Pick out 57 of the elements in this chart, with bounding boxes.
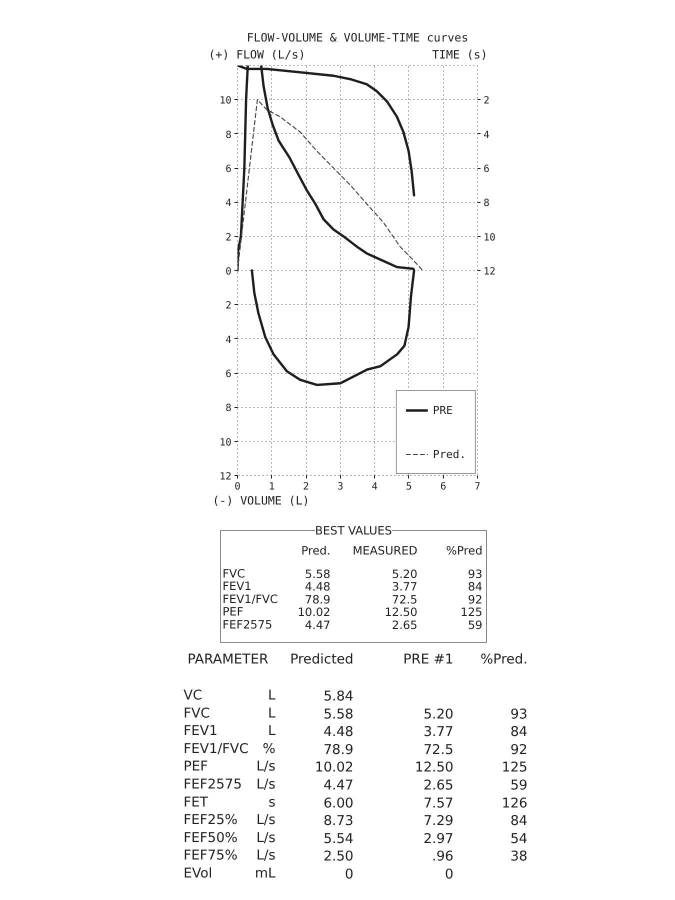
text: 2.65 <box>392 618 418 632</box>
x-tick-label: 2 <box>303 482 310 492</box>
category-label: FEV1 <box>222 579 252 594</box>
text: 84 <box>468 580 483 594</box>
y2-tick-label: 8 <box>484 198 490 210</box>
y2-axis-title: TIME (s) <box>432 48 488 62</box>
category-label: MEASURED <box>352 544 418 558</box>
x-tick-label: 4 <box>372 482 378 492</box>
text: 5.20 <box>392 567 418 581</box>
text: 72.5 <box>392 592 418 606</box>
y-tick-label: 12 <box>219 472 232 482</box>
y-tick-label: 4 <box>225 198 232 210</box>
text: 4.48 <box>304 580 331 594</box>
category-label: FVC <box>222 566 246 580</box>
category-label: Pred. <box>301 544 331 558</box>
y-tick-label: 8 <box>225 130 232 141</box>
x-tick-label: 3 <box>337 482 344 492</box>
y-tick-label: 0 <box>225 266 232 278</box>
category-label: %Pred <box>446 544 483 558</box>
y-tick-label: 2 <box>225 300 232 312</box>
line-series <box>238 99 424 272</box>
chart-title: FLOW-VOLUME & VOLUME-TIME curves <box>246 30 468 44</box>
legend-label: PRE <box>432 404 453 416</box>
text: 78.9 <box>304 592 331 606</box>
category-label: FEF2575 <box>222 617 272 632</box>
x-tick-label: 7 <box>474 482 481 492</box>
text: 3.77 <box>392 580 418 594</box>
text: 125 <box>460 605 483 620</box>
x-tick-label: 1 <box>268 482 275 492</box>
text: 59 <box>468 618 483 632</box>
x-tick-label: 0 <box>234 482 241 492</box>
y2-tick-label: 6 <box>484 164 490 175</box>
category-label: FEV1/FVC <box>222 592 278 606</box>
x-tick-label: 6 <box>440 482 446 492</box>
category-label: PEF <box>222 604 244 619</box>
y-axis-title: (+) FLOW (L/s) <box>208 48 306 62</box>
y-tick-label: 6 <box>225 164 232 175</box>
y-tick-label: 6 <box>225 369 232 380</box>
x-tick-label: 5 <box>406 482 412 492</box>
text: 93 <box>468 567 483 581</box>
y2-tick-label: 4 <box>484 130 490 141</box>
y2-tick-label: 2 <box>484 96 490 107</box>
y-tick-label: 10 <box>219 437 232 448</box>
y2-tick-label: 12 <box>484 266 496 278</box>
y-tick-label: 8 <box>225 403 232 414</box>
text: 12.50 <box>384 605 418 620</box>
y-tick-label: 10 <box>219 96 232 107</box>
y-tick-label: 4 <box>225 334 232 346</box>
y-tick-label: 2 <box>225 232 232 244</box>
text: 10.02 <box>298 605 331 620</box>
x-axis-title: (-) VOLUME (L) <box>212 494 310 508</box>
text: 4.47 <box>304 618 331 632</box>
text: 92 <box>468 592 483 606</box>
legend-label: Pred. <box>432 448 466 460</box>
text: 5.58 <box>304 567 331 581</box>
text: BEST VALUES <box>315 524 392 538</box>
y2-tick-label: 10 <box>484 232 496 244</box>
